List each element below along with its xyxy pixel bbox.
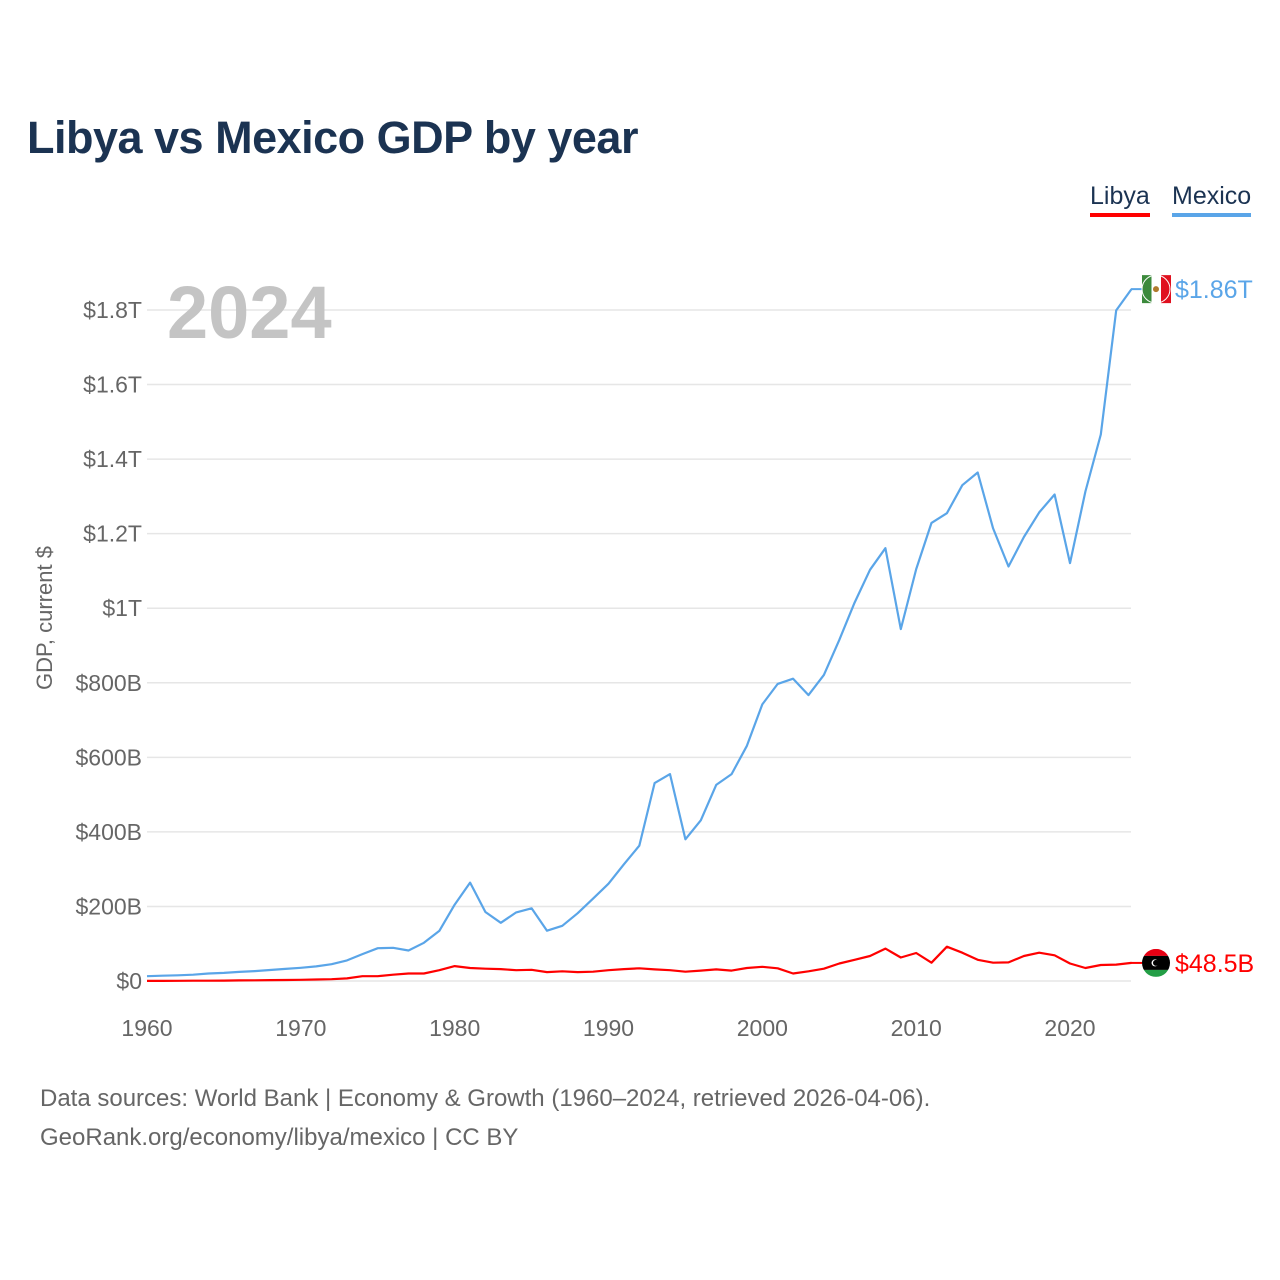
y-tick-label: $1.2T: [83, 521, 142, 547]
y-tick-label: $200B: [75, 893, 142, 919]
y-tick-label: $400B: [75, 819, 142, 845]
y-tick-label: $1.4T: [83, 446, 142, 472]
x-tick-label: 2000: [737, 1015, 788, 1041]
x-tick-label: 2010: [891, 1015, 942, 1041]
series-line-libya: [147, 945, 1132, 983]
libya-end-label: $48.5B: [1175, 950, 1254, 978]
chart-title: Libya vs Mexico GDP by year: [27, 112, 638, 163]
y-tick-label: $800B: [75, 670, 142, 696]
x-tick-label: 1990: [583, 1015, 634, 1041]
x-tick-label: 1980: [429, 1015, 480, 1041]
x-tick-label: 2020: [1044, 1015, 1095, 1041]
legend-mexico[interactable]: Mexico: [1172, 182, 1252, 217]
y-tick-label: $1T: [102, 595, 142, 621]
y-tick-label: $1.6T: [83, 372, 142, 398]
y-tick-label: $0: [116, 968, 142, 994]
legend-libya[interactable]: Libya: [1090, 182, 1150, 217]
x-tick-label: 1960: [121, 1015, 172, 1041]
series-line-mexico: [146, 288, 1133, 978]
libya-flag-icon: [1142, 948, 1170, 977]
y-tick-label: $600B: [75, 744, 142, 770]
y-tick-label: $1.8T: [83, 297, 142, 323]
year-watermark: 2024: [167, 271, 332, 354]
footer-sources: Data sources: World Bank | Economy & Gro…: [40, 1085, 931, 1112]
footer-link[interactable]: GeoRank.org/economy/libya/mexico | CC BY: [40, 1124, 519, 1151]
mexico-end-label: $1.86T: [1175, 276, 1253, 304]
y-axis-label: GDP, current $: [32, 546, 57, 690]
mexico-flag-icon: [1141, 274, 1171, 304]
x-tick-label: 1970: [275, 1015, 326, 1041]
